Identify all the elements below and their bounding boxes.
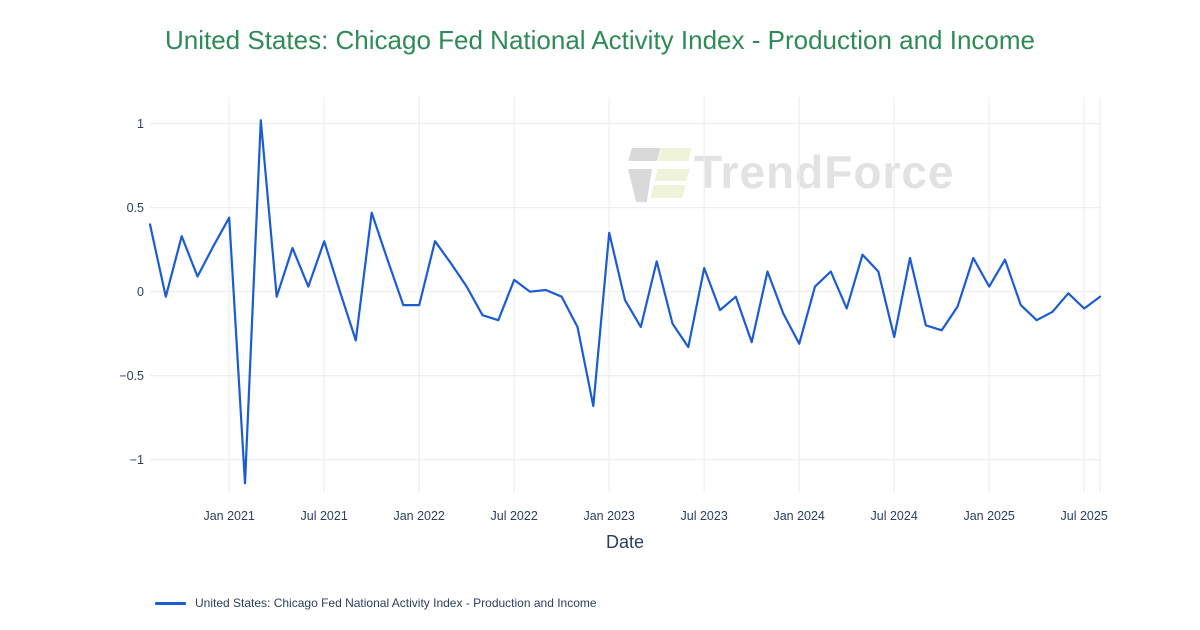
x-tick-label: Jul 2024 bbox=[871, 509, 918, 523]
y-tick-label: −0.5 bbox=[119, 369, 144, 383]
x-tick-label: Jan 2024 bbox=[773, 509, 824, 523]
legend-line-swatch bbox=[155, 601, 186, 605]
y-tick-label: 0 bbox=[137, 285, 144, 299]
x-tick-label: Jan 2022 bbox=[393, 509, 444, 523]
x-tick-label: Jul 2021 bbox=[301, 509, 348, 523]
legend-label: United States: Chicago Fed National Acti… bbox=[195, 596, 597, 610]
x-tick-label: Jan 2025 bbox=[963, 509, 1014, 523]
y-tick-label: 0.5 bbox=[127, 201, 144, 215]
x-tick-label: Jan 2021 bbox=[203, 509, 254, 523]
y-tick-label: 1 bbox=[137, 117, 144, 131]
watermark-text: TrendForce bbox=[694, 146, 955, 198]
x-tick-label: Jan 2023 bbox=[583, 509, 634, 523]
x-tick-label: Jul 2023 bbox=[681, 509, 728, 523]
x-axis-title: Date bbox=[605, 532, 645, 552]
x-tick-label: Jul 2025 bbox=[1061, 509, 1108, 523]
trendforce-logo-icon bbox=[626, 144, 692, 204]
y-tick-label: −1 bbox=[130, 453, 144, 467]
x-tick-label: Jul 2022 bbox=[491, 509, 538, 523]
chart-title: United States: Chicago Fed National Acti… bbox=[164, 25, 1036, 55]
cfnai-data-line[interactable] bbox=[148, 119, 1102, 485]
legend-item-cfnai-series[interactable]: United States: Chicago Fed National Acti… bbox=[155, 596, 597, 610]
